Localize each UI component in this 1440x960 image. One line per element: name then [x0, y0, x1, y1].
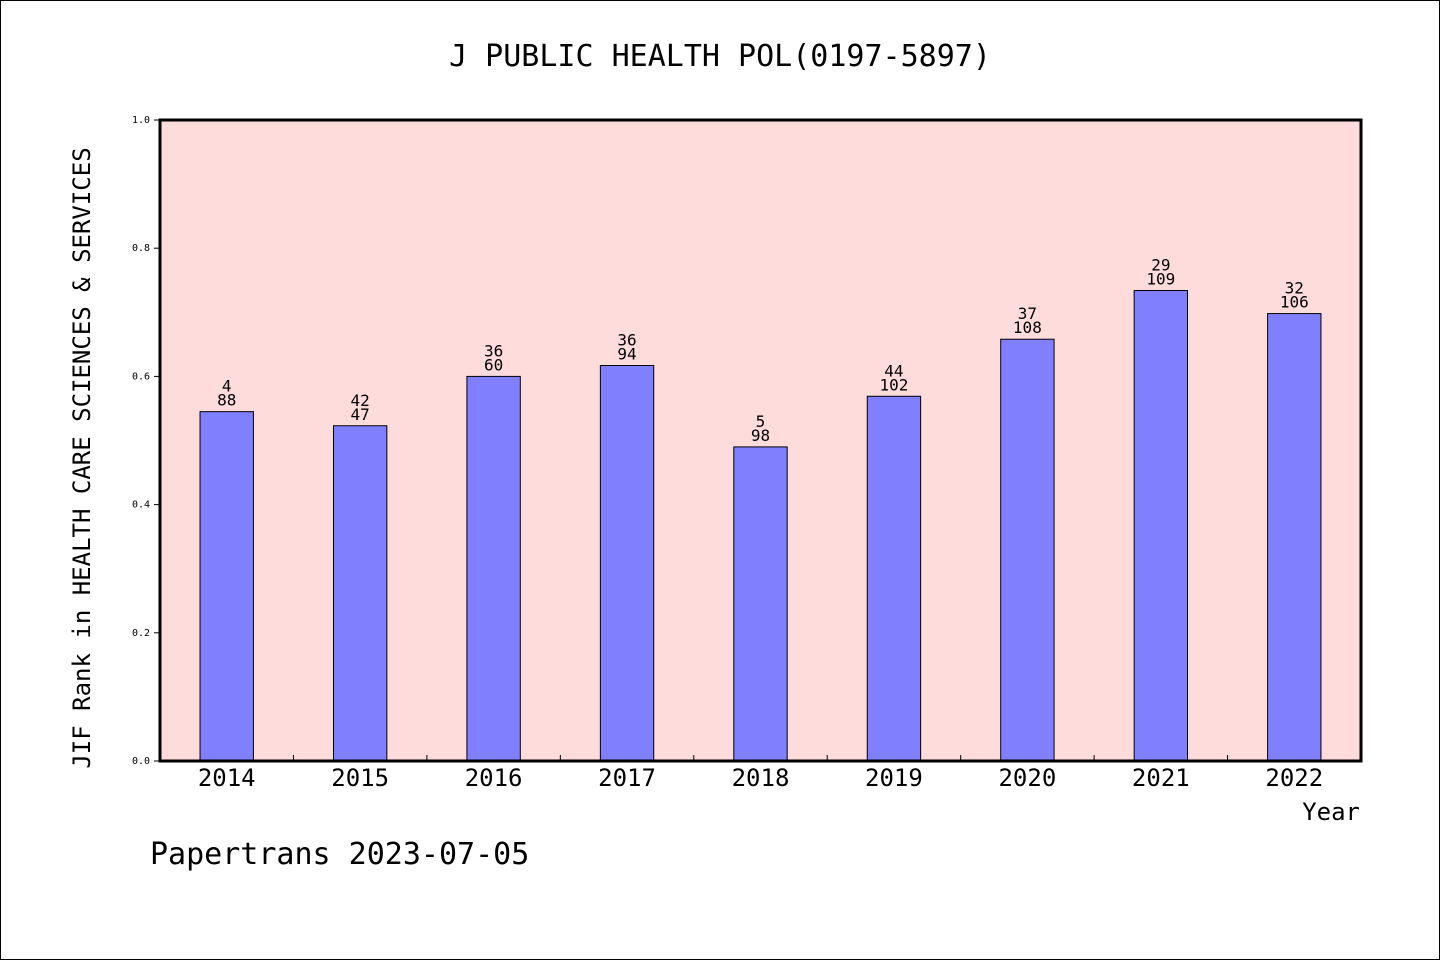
bar-2015	[332, 425, 388, 762]
bar-label-rank: 32	[1285, 279, 1304, 298]
bar-label-rank: 37	[1018, 304, 1037, 323]
x-axis-label: Year	[1302, 798, 1360, 826]
y-tick-label: 0.4	[132, 500, 150, 511]
bar-label-total: 108	[1013, 318, 1042, 337]
bar-label-total: 102	[879, 375, 908, 394]
x-tick-label: 2016	[465, 764, 523, 792]
y-tick-label: 0.6	[132, 371, 150, 382]
x-axis-ticks: 2014 2015 2016 2017 2018 2019 2020 2021 2022	[198, 755, 1323, 792]
bar-label-rank: 36	[617, 331, 636, 350]
bar-2019	[866, 395, 922, 762]
bar-2022	[1267, 313, 1322, 762]
y-tick-label: 0.0	[132, 756, 150, 767]
bar-2020	[1000, 338, 1055, 762]
bar-label-rank: 36	[484, 341, 503, 360]
x-tick-label: 2018	[732, 764, 790, 792]
y-tick-label: 0.8	[132, 243, 150, 254]
bar-label-rank: 5	[756, 412, 766, 431]
footer-credit: Papertrans 2023-07-05	[150, 837, 529, 872]
bar-label-rank: 44	[884, 361, 903, 380]
plot-border	[158, 118, 1363, 763]
y-axis-label: JIF Rank in HEALTH CARE SCIENCES & SERVI…	[68, 147, 96, 768]
bars-group	[199, 290, 1322, 762]
x-tick-label: 2017	[598, 764, 656, 792]
y-axis-ticks: 0.0 0.2 0.4 0.6 0.8 1.0	[132, 115, 160, 767]
bar-label-total: 98	[751, 426, 770, 445]
chart-title: J PUBLIC HEALTH POL(0197-5897)	[449, 39, 991, 74]
x-tick-label: 2020	[998, 764, 1056, 792]
x-tick-label: 2015	[331, 764, 389, 792]
bar-label-total: 47	[351, 405, 370, 424]
bar-label-rank: 4	[222, 377, 232, 396]
x-tick-label: 2022	[1265, 764, 1323, 792]
y-tick-label: 0.2	[132, 628, 150, 639]
x-tick-label: 2021	[1132, 764, 1190, 792]
bar-label-total: 88	[217, 391, 236, 410]
bar-2018	[733, 446, 788, 762]
bar-2014	[199, 411, 254, 762]
x-tick-label: 2014	[198, 764, 256, 792]
y-tick-label: 1.0	[132, 115, 150, 126]
bar-2017	[599, 365, 655, 762]
x-tick-label: 2019	[865, 764, 923, 792]
bar-label-total: 94	[617, 345, 636, 364]
bar-label-rank: 42	[351, 391, 370, 410]
bar-label-total: 60	[484, 355, 503, 374]
bar-label-rank: 29	[1151, 256, 1170, 275]
bar-label-total: 106	[1280, 293, 1309, 312]
bar-2016	[466, 375, 521, 762]
bar-label-total: 109	[1146, 270, 1175, 289]
bar-2021	[1133, 290, 1189, 762]
